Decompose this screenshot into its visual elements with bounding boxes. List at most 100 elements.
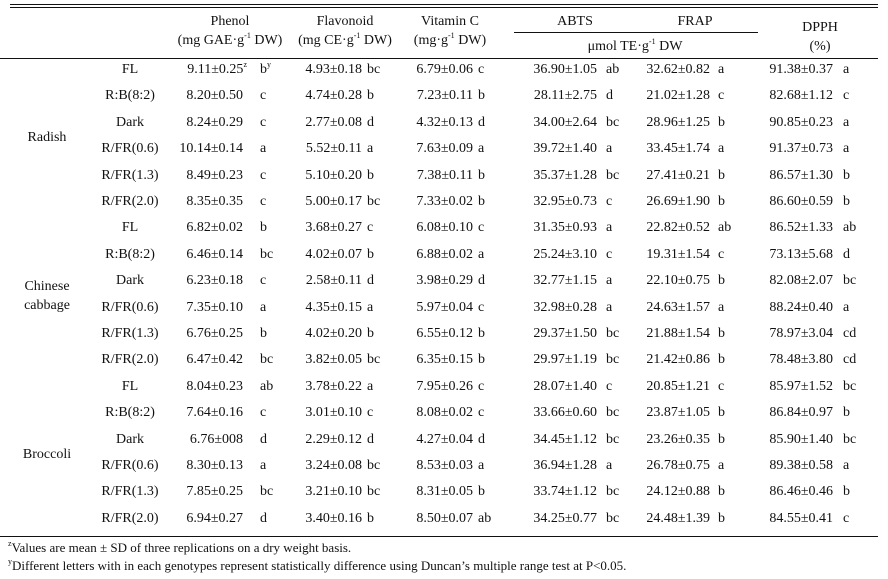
frap-value: 21.02±1.28 [646,88,710,104]
vitc-value: 8.08±0.02 [416,405,473,421]
treatment-label: R/FR(2.0) [101,194,159,209]
phenol-letter: b [260,326,267,341]
vitc-value: 6.08±0.10 [416,220,473,236]
flav-letter: a [367,299,374,315]
abts-letter: a [606,141,613,157]
flav-value: 3.40±0.16 [305,510,362,526]
abts-letter: c [606,194,613,209]
phenol-letter: c [260,88,267,104]
vitc-value: 8.50±0.07 [416,510,473,526]
flav-letter: bc [367,458,381,473]
top-rule [10,4,878,5]
frap-value: 22.82±0.52 [646,220,710,236]
group-label: Radish [2,128,92,147]
flav-letter: c [367,220,374,236]
treatment-label: FL [121,62,139,77]
footnote-z: zValues are mean ± SD of three replicati… [8,539,352,556]
abts-letter: bc [606,484,620,500]
group-label-line: Broccoli [22,446,72,462]
phenol-letter: a [260,299,267,315]
phenol-letter: bc [260,484,274,500]
frap-value: 20.85±1.21 [646,378,710,394]
treatment-label: Dark [116,431,144,447]
frap-letter: b [718,194,725,209]
phenol-letter: bc [260,246,274,262]
vitc-letter: b [478,167,485,183]
header-phenol: Phenol (mg GAE·g-1 DW) [177,14,283,48]
phenol-value: 7.85±0.25 [186,484,243,500]
phenol-letter: d [260,510,267,526]
dpph-value: 73.13±5.68 [769,246,833,262]
group-label-line: cabbage [24,297,70,313]
vitc-letter: d [478,273,485,289]
phenol-letter: c [260,194,267,209]
treatment-label: R:B(8:2) [105,405,155,421]
flav-value: 3.68±0.27 [305,220,362,236]
treatment-label: R:B(8:2) [105,88,155,104]
vitc-letter: c [478,405,485,421]
abts-letter: bc [606,167,620,183]
phenol-value: 10.14±0.14 [179,141,243,157]
header-flavonoid: Flavonoid (mg CE·g-1 DW) [298,14,392,48]
header-vitamin-c: Vitamin C (mg·g-1 DW) [413,14,487,48]
frap-value: 24.12±0.88 [646,484,710,500]
phenol-letter: b [260,220,267,236]
phenol-letter: c [260,114,267,130]
vitc-letter: d [478,114,485,130]
vitc-value: 7.38±0.11 [416,167,473,183]
flav-letter: bc [367,352,381,368]
flav-letter: c [367,405,374,421]
vitc-letter: c [478,378,485,394]
header-dpph: DPPH (%) [802,20,838,54]
frap-value: 21.42±0.86 [646,352,710,368]
dpph-value: 86.60±0.59 [769,194,833,209]
treatment-label: R/FR(2.0) [101,352,159,368]
flav-letter: b [367,510,374,526]
phenol-value: 8.35±0.35 [186,194,243,209]
phenol-value: 6.94±0.27 [186,510,243,526]
dpph-value: 86.57±1.30 [769,167,833,183]
dpph-letter: a [843,141,850,157]
frap-value: 19.31±1.54 [646,246,710,262]
footnote-mark: y [267,60,271,69]
dpph-value: 86.46±0.46 [769,484,833,500]
dpph-letter: b [843,167,850,183]
treatment-label: R/FR(0.6) [101,299,159,315]
frap-value: 23.26±0.35 [646,431,710,447]
abts-value: 36.90±1.05 [533,62,597,77]
dpph-value: 91.37±0.73 [769,141,833,157]
flav-letter: bc [367,484,381,500]
phenol-letter: c [260,405,267,421]
vitc-value: 6.88±0.02 [416,246,473,262]
frap-letter: a [718,458,725,473]
phenol-value: 8.24±0.29 [186,114,243,130]
abts-letter: bc [606,114,620,130]
treatment-label: R/FR(1.3) [101,484,159,500]
vitc-letter: b [478,352,485,368]
frap-letter: b [718,114,725,130]
group-label-line: Radish [27,130,67,145]
phenol-letter: c [260,167,267,183]
dpph-letter: cd [843,326,857,341]
dpph-letter: ab [843,220,857,236]
flav-value: 3.82±0.05 [305,352,362,368]
vitc-value: 7.95±0.26 [416,378,473,394]
vitc-letter: a [478,141,485,157]
dpph-value: 86.52±1.33 [769,220,833,236]
footnote-y: yDifferent letters with in each genotype… [8,557,627,574]
vitc-letter: b [478,194,485,209]
phenol-value: 6.82±0.02 [186,220,243,236]
phenol-value: 8.49±0.23 [186,167,243,183]
abts-value: 29.97±1.19 [533,352,597,368]
dpph-letter: a [843,299,850,315]
phenol-value: 9.11±0.25z [187,60,247,78]
dpph-letter: a [843,458,850,473]
flav-value: 2.77±0.08 [305,114,362,130]
dpph-value: 86.84±0.97 [769,405,833,421]
vitc-value: 6.35±0.15 [416,352,473,368]
frap-letter: b [718,326,725,341]
vitc-value: 4.27±0.04 [416,431,473,447]
header-frap: FRAP [677,14,713,29]
frap-letter: a [718,299,725,315]
phenol-value: 7.35±0.10 [186,299,243,315]
